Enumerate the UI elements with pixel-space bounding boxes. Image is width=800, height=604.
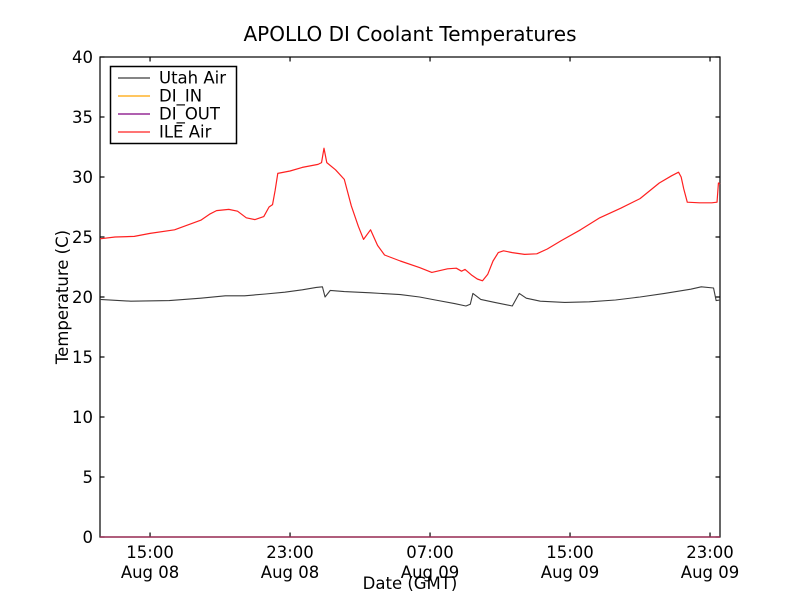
x-tick-label-time: 23:00 bbox=[686, 543, 734, 562]
y-tick-label: 0 bbox=[83, 528, 94, 547]
x-tick-label-date: Aug 08 bbox=[121, 563, 179, 582]
x-axis-label: Date (GMT) bbox=[363, 574, 458, 593]
y-tick-label: 20 bbox=[72, 288, 93, 307]
y-tick-label: 40 bbox=[72, 48, 93, 67]
y-tick-label: 30 bbox=[72, 168, 93, 187]
legend-box bbox=[109, 65, 238, 145]
legend-label-di-in: DI_IN bbox=[159, 87, 202, 107]
x-tick-label-date: Aug 08 bbox=[261, 563, 319, 582]
y-tick-label: 25 bbox=[72, 228, 93, 247]
x-tick-label-date: Aug 09 bbox=[401, 563, 459, 582]
x-tick-label-time: 23:00 bbox=[266, 543, 314, 562]
x-tick-label-time: 07:00 bbox=[406, 543, 454, 562]
x-tick-label-time: 15:00 bbox=[546, 543, 594, 562]
axis-ticks bbox=[100, 56, 720, 538]
y-tick-label: 10 bbox=[72, 408, 93, 427]
x-tick-label-time: 15:00 bbox=[126, 543, 174, 562]
legend-label-di-out: DI_OUT bbox=[159, 105, 221, 125]
chart-title: APOLLO DI Coolant Temperatures bbox=[243, 22, 576, 46]
series-line-utah-air bbox=[99, 286, 721, 307]
series-lines bbox=[99, 147, 721, 538]
legend-label-ile-air: ILE Air bbox=[159, 123, 212, 142]
x-tick-label-date: Aug 09 bbox=[681, 563, 739, 582]
y-tick-label: 15 bbox=[72, 348, 93, 367]
series-line-ile-air bbox=[99, 147, 721, 282]
x-tick-label-date: Aug 09 bbox=[541, 563, 599, 582]
y-tick-label: 5 bbox=[83, 468, 94, 487]
y-axis-label: Temperature (C) bbox=[53, 230, 72, 365]
legend-label-utah-air: Utah Air bbox=[159, 69, 226, 88]
legend: Utah Air DI_IN DI_OUT ILE Air bbox=[109, 65, 238, 145]
y-tick-label: 35 bbox=[72, 108, 93, 127]
